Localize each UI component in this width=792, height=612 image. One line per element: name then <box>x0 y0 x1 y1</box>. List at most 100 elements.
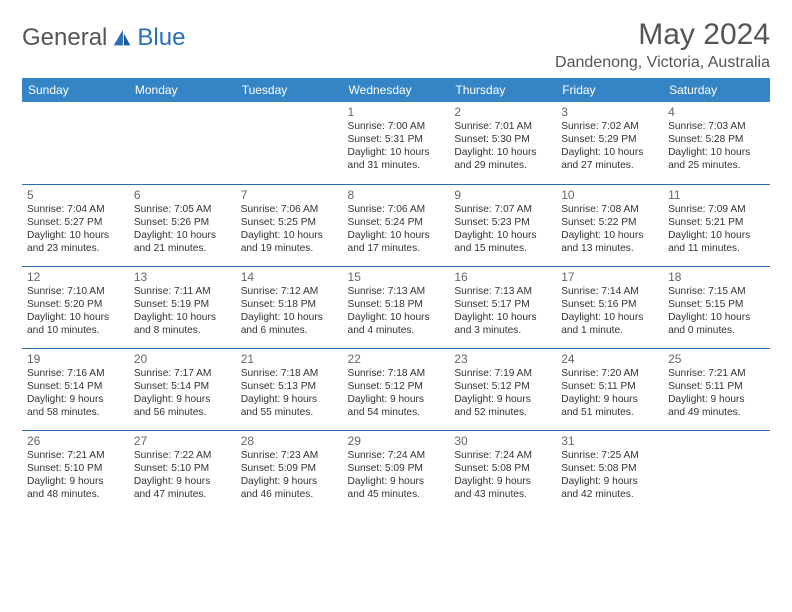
calendar-week-row: 1Sunrise: 7:00 AMSunset: 5:31 PMDaylight… <box>22 102 770 184</box>
daylight-text-2: and 13 minutes. <box>561 242 658 255</box>
sunrise-text: Sunrise: 7:18 AM <box>241 367 338 380</box>
daylight-text-1: Daylight: 9 hours <box>561 393 658 406</box>
day-info: Sunrise: 7:00 AMSunset: 5:31 PMDaylight:… <box>348 120 445 172</box>
day-number: 17 <box>561 270 658 284</box>
day-info: Sunrise: 7:14 AMSunset: 5:16 PMDaylight:… <box>561 285 658 337</box>
sunrise-text: Sunrise: 7:11 AM <box>134 285 231 298</box>
calendar-cell: 15Sunrise: 7:13 AMSunset: 5:18 PMDayligh… <box>343 266 450 348</box>
day-info: Sunrise: 7:17 AMSunset: 5:14 PMDaylight:… <box>134 367 231 419</box>
daylight-text-2: and 47 minutes. <box>134 488 231 501</box>
sunrise-text: Sunrise: 7:10 AM <box>27 285 124 298</box>
calendar-cell: 9Sunrise: 7:07 AMSunset: 5:23 PMDaylight… <box>449 184 556 266</box>
calendar-cell: 5Sunrise: 7:04 AMSunset: 5:27 PMDaylight… <box>22 184 129 266</box>
day-number: 5 <box>27 188 124 202</box>
daylight-text-2: and 6 minutes. <box>241 324 338 337</box>
daylight-text-2: and 17 minutes. <box>348 242 445 255</box>
calendar-cell: 29Sunrise: 7:24 AMSunset: 5:09 PMDayligh… <box>343 430 450 512</box>
daylight-text-1: Daylight: 9 hours <box>668 393 765 406</box>
sunset-text: Sunset: 5:27 PM <box>27 216 124 229</box>
day-info: Sunrise: 7:18 AMSunset: 5:12 PMDaylight:… <box>348 367 445 419</box>
day-info: Sunrise: 7:09 AMSunset: 5:21 PMDaylight:… <box>668 203 765 255</box>
daylight-text-1: Daylight: 9 hours <box>27 475 124 488</box>
daylight-text-2: and 58 minutes. <box>27 406 124 419</box>
day-number: 11 <box>668 188 765 202</box>
calendar-cell: 10Sunrise: 7:08 AMSunset: 5:22 PMDayligh… <box>556 184 663 266</box>
sunrise-text: Sunrise: 7:13 AM <box>348 285 445 298</box>
month-title: May 2024 <box>555 18 770 52</box>
sunset-text: Sunset: 5:08 PM <box>454 462 551 475</box>
sunrise-text: Sunrise: 7:20 AM <box>561 367 658 380</box>
day-number: 8 <box>348 188 445 202</box>
sunrise-text: Sunrise: 7:14 AM <box>561 285 658 298</box>
sunrise-text: Sunrise: 7:23 AM <box>241 449 338 462</box>
sunrise-text: Sunrise: 7:15 AM <box>668 285 765 298</box>
daylight-text-1: Daylight: 9 hours <box>454 393 551 406</box>
sunset-text: Sunset: 5:21 PM <box>668 216 765 229</box>
day-number: 3 <box>561 105 658 119</box>
sunset-text: Sunset: 5:29 PM <box>561 133 658 146</box>
calendar-cell: 16Sunrise: 7:13 AMSunset: 5:17 PMDayligh… <box>449 266 556 348</box>
sunset-text: Sunset: 5:30 PM <box>454 133 551 146</box>
daylight-text-2: and 19 minutes. <box>241 242 338 255</box>
logo: General Blue <box>22 18 185 52</box>
day-info: Sunrise: 7:24 AMSunset: 5:08 PMDaylight:… <box>454 449 551 501</box>
day-info: Sunrise: 7:08 AMSunset: 5:22 PMDaylight:… <box>561 203 658 255</box>
sunset-text: Sunset: 5:10 PM <box>134 462 231 475</box>
daylight-text-1: Daylight: 10 hours <box>561 146 658 159</box>
calendar-cell: 3Sunrise: 7:02 AMSunset: 5:29 PMDaylight… <box>556 102 663 184</box>
daylight-text-2: and 3 minutes. <box>454 324 551 337</box>
daylight-text-1: Daylight: 9 hours <box>454 475 551 488</box>
location: Dandenong, Victoria, Australia <box>555 54 770 72</box>
daylight-text-1: Daylight: 9 hours <box>561 475 658 488</box>
day-info: Sunrise: 7:06 AMSunset: 5:24 PMDaylight:… <box>348 203 445 255</box>
sunset-text: Sunset: 5:10 PM <box>27 462 124 475</box>
day-info: Sunrise: 7:03 AMSunset: 5:28 PMDaylight:… <box>668 120 765 172</box>
day-header: Monday <box>129 78 236 102</box>
day-info: Sunrise: 7:10 AMSunset: 5:20 PMDaylight:… <box>27 285 124 337</box>
daylight-text-1: Daylight: 9 hours <box>134 475 231 488</box>
daylight-text-1: Daylight: 9 hours <box>348 393 445 406</box>
daylight-text-2: and 54 minutes. <box>348 406 445 419</box>
daylight-text-2: and 8 minutes. <box>134 324 231 337</box>
sunset-text: Sunset: 5:17 PM <box>454 298 551 311</box>
calendar-cell: 1Sunrise: 7:00 AMSunset: 5:31 PMDaylight… <box>343 102 450 184</box>
day-info: Sunrise: 7:06 AMSunset: 5:25 PMDaylight:… <box>241 203 338 255</box>
day-header: Tuesday <box>236 78 343 102</box>
day-info: Sunrise: 7:21 AMSunset: 5:11 PMDaylight:… <box>668 367 765 419</box>
day-info: Sunrise: 7:18 AMSunset: 5:13 PMDaylight:… <box>241 367 338 419</box>
day-number: 7 <box>241 188 338 202</box>
daylight-text-1: Daylight: 10 hours <box>454 229 551 242</box>
day-number: 16 <box>454 270 551 284</box>
daylight-text-2: and 0 minutes. <box>668 324 765 337</box>
day-info: Sunrise: 7:19 AMSunset: 5:12 PMDaylight:… <box>454 367 551 419</box>
daylight-text-1: Daylight: 10 hours <box>454 146 551 159</box>
sunset-text: Sunset: 5:31 PM <box>348 133 445 146</box>
day-number: 1 <box>348 105 445 119</box>
sunset-text: Sunset: 5:18 PM <box>348 298 445 311</box>
calendar-header-row: SundayMondayTuesdayWednesdayThursdayFrid… <box>22 78 770 102</box>
day-info: Sunrise: 7:01 AMSunset: 5:30 PMDaylight:… <box>454 120 551 172</box>
calendar-cell: 23Sunrise: 7:19 AMSunset: 5:12 PMDayligh… <box>449 348 556 430</box>
day-number: 15 <box>348 270 445 284</box>
day-info: Sunrise: 7:24 AMSunset: 5:09 PMDaylight:… <box>348 449 445 501</box>
daylight-text-1: Daylight: 10 hours <box>348 229 445 242</box>
daylight-text-1: Daylight: 10 hours <box>348 311 445 324</box>
daylight-text-1: Daylight: 10 hours <box>668 229 765 242</box>
day-number: 20 <box>134 352 231 366</box>
logo-text-general: General <box>22 24 107 52</box>
calendar-cell: 31Sunrise: 7:25 AMSunset: 5:08 PMDayligh… <box>556 430 663 512</box>
day-number: 12 <box>27 270 124 284</box>
calendar-cell <box>236 102 343 184</box>
day-info: Sunrise: 7:23 AMSunset: 5:09 PMDaylight:… <box>241 449 338 501</box>
day-info: Sunrise: 7:20 AMSunset: 5:11 PMDaylight:… <box>561 367 658 419</box>
daylight-text-1: Daylight: 10 hours <box>27 229 124 242</box>
daylight-text-2: and 51 minutes. <box>561 406 658 419</box>
daylight-text-2: and 48 minutes. <box>27 488 124 501</box>
sunrise-text: Sunrise: 7:22 AM <box>134 449 231 462</box>
calendar-cell: 19Sunrise: 7:16 AMSunset: 5:14 PMDayligh… <box>22 348 129 430</box>
calendar-cell: 30Sunrise: 7:24 AMSunset: 5:08 PMDayligh… <box>449 430 556 512</box>
sunrise-text: Sunrise: 7:04 AM <box>27 203 124 216</box>
calendar-cell: 21Sunrise: 7:18 AMSunset: 5:13 PMDayligh… <box>236 348 343 430</box>
daylight-text-1: Daylight: 9 hours <box>241 475 338 488</box>
daylight-text-1: Daylight: 10 hours <box>27 311 124 324</box>
